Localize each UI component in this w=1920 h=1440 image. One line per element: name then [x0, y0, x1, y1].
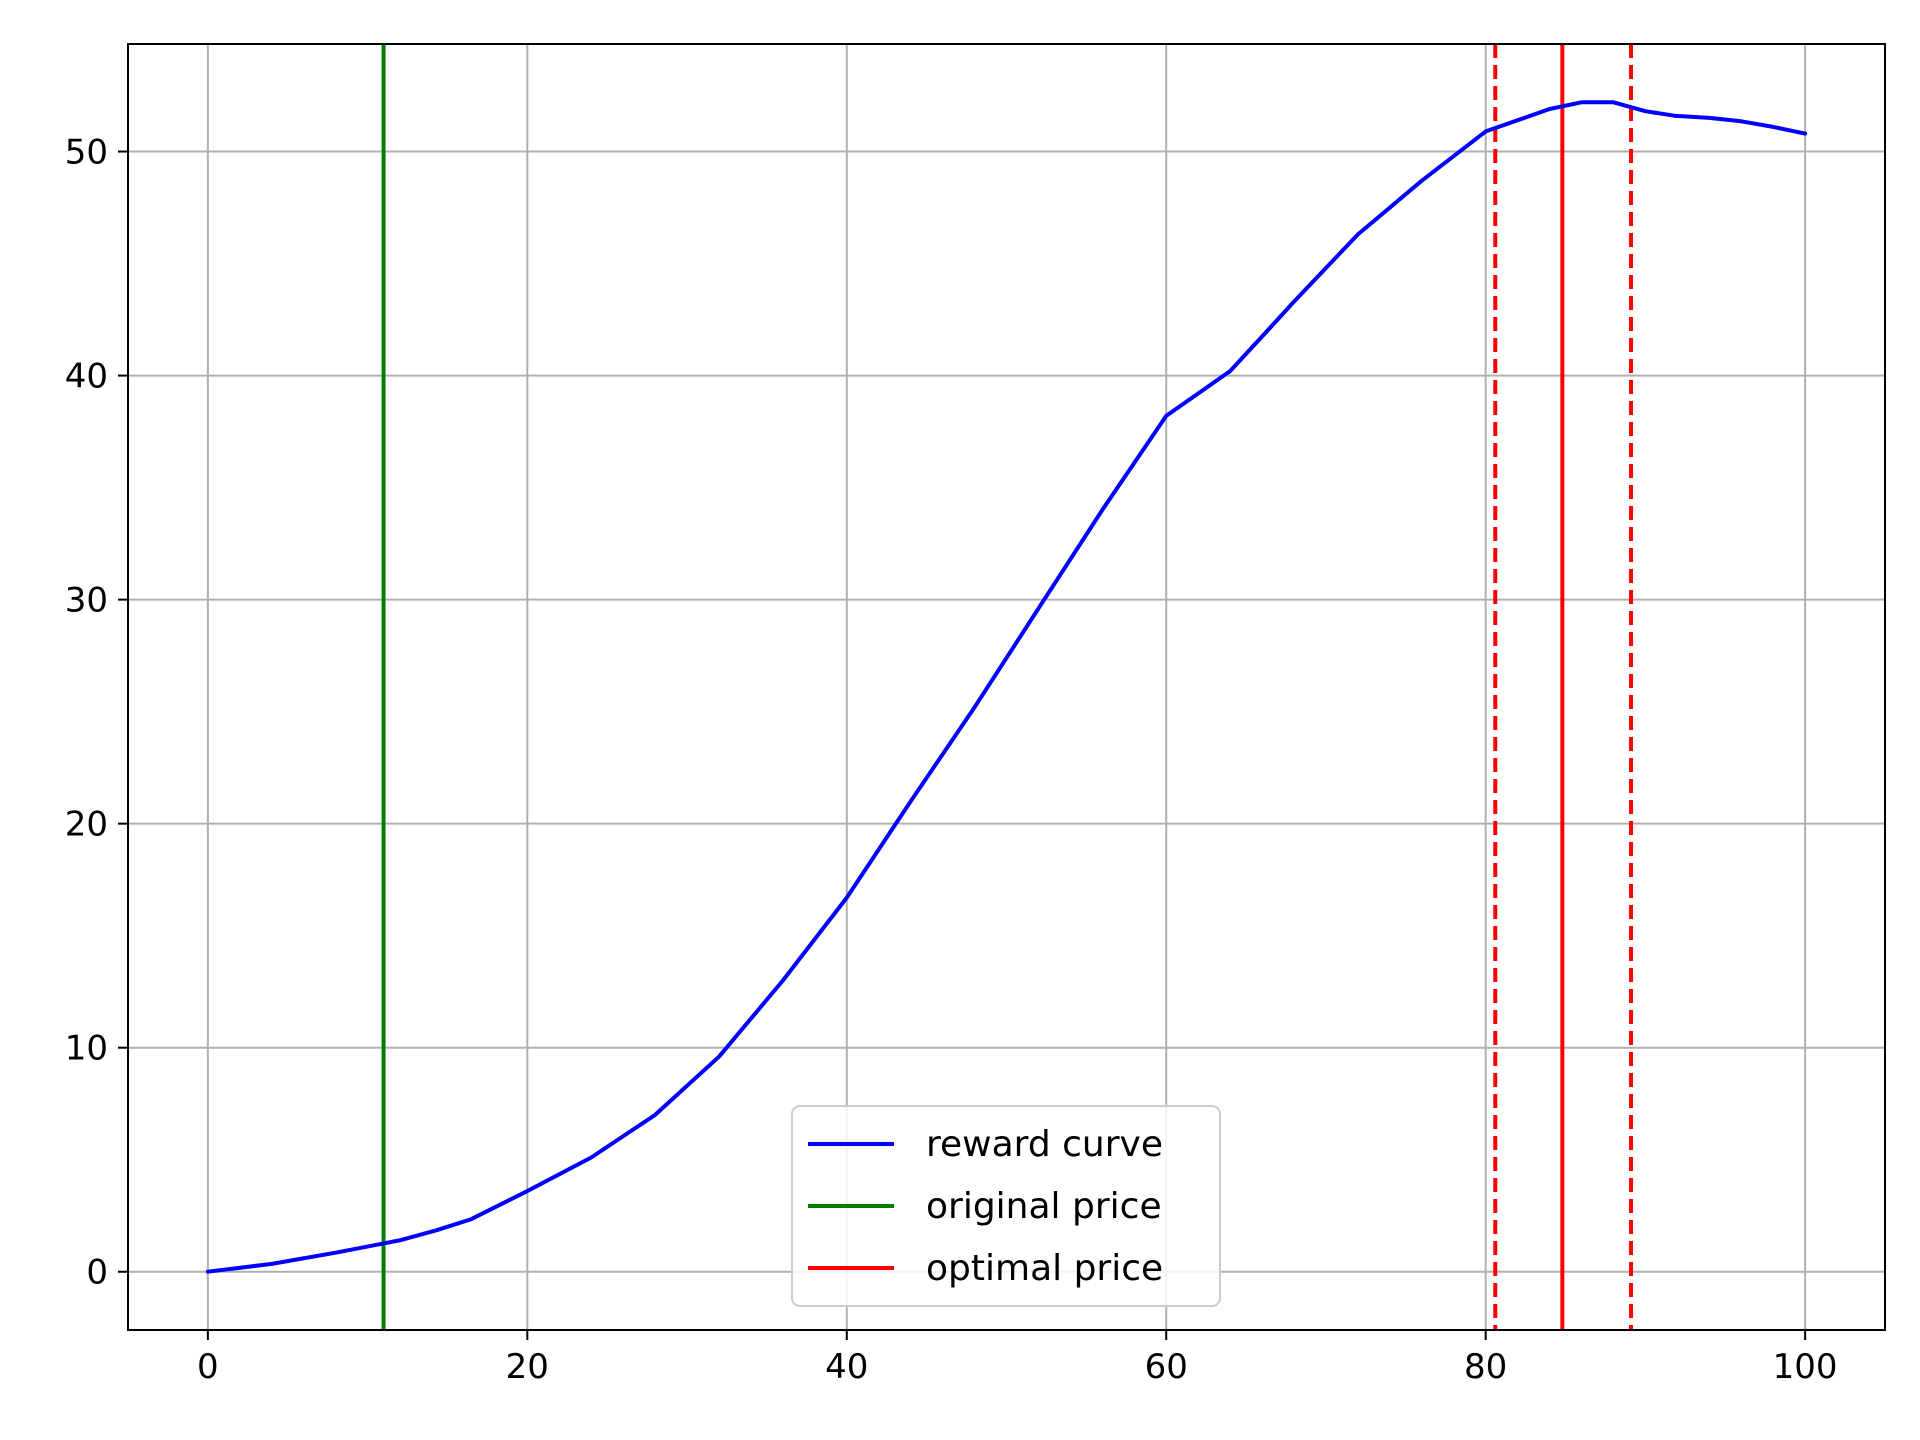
x-tick-label: 80	[1464, 1347, 1507, 1387]
y-tick-label: 50	[65, 133, 108, 173]
axes-frame	[127, 43, 1886, 1331]
x-tick-label: 0	[197, 1347, 219, 1387]
legend-label-original-price: original price	[926, 1186, 1162, 1227]
legend-label-optimal-price: optimal price	[926, 1248, 1163, 1289]
legend-box	[791, 1105, 1221, 1307]
legend-label-reward-curve: reward curve	[926, 1124, 1163, 1165]
y-tick-label: 40	[65, 357, 108, 397]
ticks-layer: 0 20 40 60 80 100 0 10 20 30 40 50	[65, 133, 1838, 1387]
y-tick-label: 30	[65, 581, 108, 621]
grid-layer	[128, 44, 1885, 1330]
data-layer	[205, 44, 1808, 1330]
x-tick-label: 40	[825, 1347, 868, 1387]
x-tick-label: 100	[1773, 1347, 1838, 1387]
x-tick-label: 60	[1145, 1347, 1188, 1387]
y-tick-label: 0	[86, 1253, 108, 1293]
reward-curve-series-line	[205, 100, 1808, 1274]
x-tick-label: 20	[506, 1347, 549, 1387]
y-tick-label: 20	[65, 805, 108, 845]
legend: reward curve original price optimal price	[791, 1105, 1221, 1307]
axes-layer	[127, 43, 1886, 1331]
y-tick-label: 10	[65, 1029, 108, 1069]
